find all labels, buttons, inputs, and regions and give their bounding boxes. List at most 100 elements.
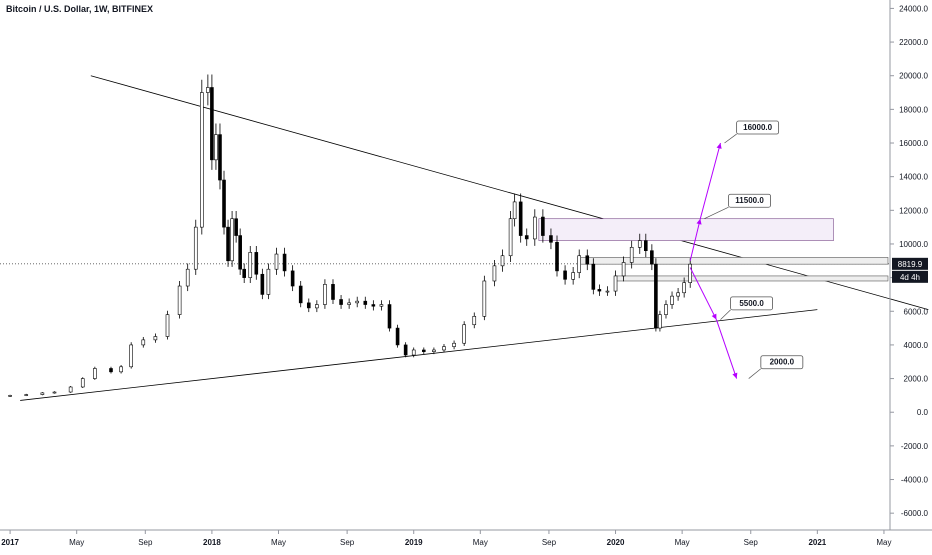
x-tick-label: Sep xyxy=(744,538,759,547)
y-tick-label: 4000.0 xyxy=(904,341,929,350)
candle-body xyxy=(411,349,416,356)
y-tick-label: 14000.0 xyxy=(899,173,928,182)
candle-body xyxy=(518,201,523,236)
candle-body xyxy=(93,368,97,379)
candle-body xyxy=(109,368,113,373)
candle-body xyxy=(629,247,634,263)
candle-body xyxy=(242,268,246,278)
candle-body xyxy=(218,134,222,181)
candle-body xyxy=(266,268,271,295)
target-labels: 16000.0 11500.0 5500.0 2000.0 xyxy=(704,120,804,379)
candle-body xyxy=(379,304,384,307)
countdown-label: 4d 4h xyxy=(900,273,920,282)
x-tick-label: Sep xyxy=(542,538,557,547)
candle-body xyxy=(260,273,265,295)
candle-body xyxy=(141,339,146,346)
y-tick-label: 24000.0 xyxy=(899,4,928,13)
candle-body xyxy=(395,327,400,346)
candle-body xyxy=(347,302,351,305)
candle-body xyxy=(331,284,335,300)
x-tick-label: May xyxy=(876,538,891,547)
target-box xyxy=(760,355,804,370)
target-label: 5500.0 xyxy=(739,299,764,308)
candle-body xyxy=(605,290,610,293)
target-label: 2000.0 xyxy=(770,358,795,367)
candle-body xyxy=(8,395,12,397)
projection-arrows xyxy=(689,142,738,379)
target-leader xyxy=(748,368,762,379)
candle-body xyxy=(432,349,436,352)
y-tick-label: 6000.0 xyxy=(904,307,929,316)
y-tick-label: -2000.0 xyxy=(901,442,929,451)
candle-body xyxy=(290,270,295,287)
x-tick-label: May xyxy=(675,538,690,547)
candle-body xyxy=(234,218,238,236)
candle-body xyxy=(508,218,513,257)
resistance-zones xyxy=(538,218,889,282)
candle-body xyxy=(682,282,686,294)
arrow-to-11500 xyxy=(689,218,701,261)
candle-body xyxy=(165,314,170,337)
candle-body xyxy=(339,299,343,305)
x-tick-label: 2019 xyxy=(405,538,423,547)
candle-body xyxy=(541,216,545,236)
candle-body xyxy=(422,349,426,352)
x-tick-label: 2017 xyxy=(1,538,19,547)
arrow-to-16000-head xyxy=(716,143,722,149)
y-tick-label: 22000.0 xyxy=(899,38,928,47)
candle-body xyxy=(472,316,477,326)
y-tick-label: 12000.0 xyxy=(899,206,928,215)
candle-body xyxy=(200,92,204,228)
candle-body xyxy=(654,263,658,329)
candle-body xyxy=(644,240,648,251)
x-tick-label: 2018 xyxy=(203,538,221,547)
candle-body xyxy=(563,270,567,280)
candle-body xyxy=(119,366,123,373)
candle-body xyxy=(355,300,360,304)
candle-body xyxy=(306,302,311,309)
candle-body xyxy=(512,201,517,220)
target-leader xyxy=(720,309,731,320)
horizontal-band-upper xyxy=(578,257,889,265)
arrow-to-2000-head xyxy=(732,372,738,379)
x-tick-label: Sep xyxy=(340,538,355,547)
target-box xyxy=(728,193,771,208)
candle-body xyxy=(238,235,242,270)
candle-body xyxy=(129,344,133,368)
candle-body xyxy=(577,255,582,273)
candle-body xyxy=(676,292,680,297)
candle-body xyxy=(371,304,376,307)
candle-body xyxy=(524,235,529,240)
candle-body xyxy=(613,275,618,292)
y-tick-label: 2000.0 xyxy=(904,375,929,384)
candle-body xyxy=(571,272,575,280)
x-tick-label: 2021 xyxy=(808,538,826,547)
candle-body xyxy=(24,394,29,396)
candle-body xyxy=(403,344,408,356)
candle-body xyxy=(597,289,602,292)
target-label: 16000.0 xyxy=(743,123,772,132)
candle-body xyxy=(387,304,392,329)
y-tick-label: 18000.0 xyxy=(899,105,928,114)
candle-body xyxy=(230,218,234,262)
candle-body xyxy=(591,263,596,290)
candle-body xyxy=(482,280,487,317)
candle-body xyxy=(210,87,214,161)
y-tick-label: -6000.0 xyxy=(901,509,929,518)
candle-body xyxy=(177,285,182,315)
candle-body xyxy=(52,391,57,394)
candle-body xyxy=(492,265,497,282)
candle-body xyxy=(40,392,45,395)
candle-body xyxy=(282,253,287,272)
candle-body xyxy=(68,386,73,393)
candle-body xyxy=(637,240,642,248)
arrow-to-5500 xyxy=(689,267,717,320)
candle-body xyxy=(315,304,319,309)
candle-body xyxy=(254,252,259,275)
y-tick-label: -4000.0 xyxy=(901,476,929,485)
y-tick-label: 0.0 xyxy=(917,408,929,417)
chart-title: Bitcoin / U.S. Dollar, 1W, BITFINEX xyxy=(6,4,154,14)
last-price-badge xyxy=(892,257,928,270)
